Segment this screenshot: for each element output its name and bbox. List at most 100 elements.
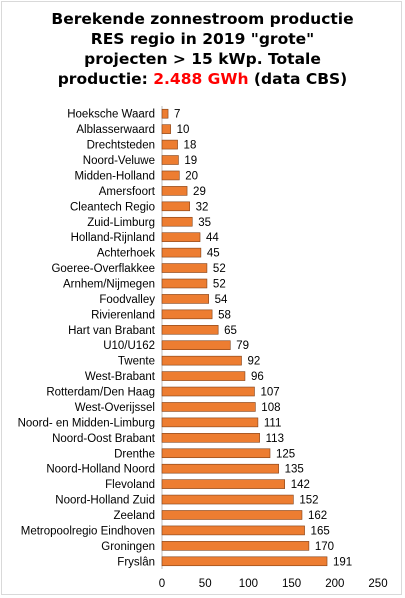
chart-title: Berekende zonnestroom productie RES regi… <box>0 9 405 89</box>
category-label: Groningen <box>101 541 155 553</box>
bar <box>161 433 260 443</box>
title-line-1: Berekende zonnestroom productie <box>51 10 354 28</box>
bar <box>161 556 328 567</box>
category-label: Metropoolregio Eindhoven <box>21 525 155 537</box>
category-label: Noord-Holland Noord <box>46 464 155 476</box>
bar <box>161 278 208 289</box>
category-label: Drenthe <box>114 448 155 460</box>
category-label: Drechtsteden <box>87 140 155 152</box>
category-label: Alblasserwaard <box>76 124 155 136</box>
category-label: Achterhoek <box>97 248 155 260</box>
data-label: 162 <box>308 510 327 522</box>
bar <box>161 463 279 474</box>
category-label: Rivierenland <box>91 309 155 321</box>
data-label: 35 <box>198 217 211 229</box>
category-label: Noord-Oost Brabant <box>52 433 156 445</box>
data-label: 125 <box>276 448 295 460</box>
category-label: Hoeksche Waard <box>67 109 155 121</box>
category-label: Zeeland <box>113 510 155 522</box>
data-label: 107 <box>260 387 279 399</box>
data-label: 20 <box>185 170 198 182</box>
data-label: 191 <box>333 556 352 568</box>
category-label: Twente <box>118 356 155 368</box>
bar <box>161 402 256 412</box>
category-label: Holland-Rijnland <box>71 232 155 244</box>
bar <box>161 479 285 489</box>
data-label: 111 <box>264 417 281 429</box>
data-label: 165 <box>311 525 330 537</box>
title-line-2: RES regio in 2019 "grote" <box>90 30 315 48</box>
bar <box>161 417 259 428</box>
category-label: Goeree-Overflakkee <box>51 263 155 275</box>
bar <box>161 263 208 273</box>
title-total-highlight: 2.488 GWh <box>153 70 249 88</box>
bar <box>161 448 271 459</box>
data-label: 152 <box>299 495 318 507</box>
x-tick-label: 50 <box>199 578 212 590</box>
category-label: Noord-Holland Zuid <box>55 495 155 507</box>
bar <box>161 108 169 119</box>
category-label: Hart van Brabant <box>68 325 156 337</box>
bar <box>161 325 219 335</box>
data-label: 54 <box>215 294 228 306</box>
data-label: 19 <box>184 155 197 167</box>
category-label: Noord-Veluwe <box>83 155 155 167</box>
bar <box>161 216 193 227</box>
data-label: 7 <box>174 109 180 121</box>
bar <box>161 355 242 366</box>
bar <box>161 386 255 397</box>
title-line-4-suffix: (data CBS) <box>248 70 348 88</box>
title-line-4-prefix: productie: <box>57 70 154 88</box>
bar <box>161 541 310 551</box>
data-label: 29 <box>193 186 206 198</box>
category-label: Fryslân <box>117 556 155 568</box>
data-label: 142 <box>291 479 310 491</box>
data-label: 52 <box>213 263 226 275</box>
x-tick-label: 0 <box>159 578 165 590</box>
category-label: Foodvalley <box>99 294 155 306</box>
data-label: 135 <box>285 464 304 476</box>
category-label: Flevoland <box>105 479 155 491</box>
data-label: 79 <box>236 340 249 352</box>
bar <box>161 232 201 242</box>
data-label: 18 <box>184 140 197 152</box>
data-label: 52 <box>213 278 226 290</box>
category-label: Arnhem/Nijmegen <box>63 278 155 290</box>
x-tick-label: 250 <box>368 578 387 590</box>
bar <box>161 201 190 212</box>
data-label: 96 <box>251 371 264 383</box>
category-label: Midden-Holland <box>74 170 155 182</box>
bar <box>161 170 180 181</box>
bar <box>161 124 171 134</box>
data-label: 92 <box>247 356 260 368</box>
category-label: West-Brabant <box>85 371 156 383</box>
bar <box>161 247 202 258</box>
category-label: U10/U162 <box>103 340 155 352</box>
bar <box>161 139 178 150</box>
bar <box>161 309 213 320</box>
bar <box>161 340 231 350</box>
data-label: 44 <box>206 232 219 244</box>
bar <box>161 525 305 536</box>
x-tick-label: 150 <box>282 578 301 590</box>
title-line-4: productie: 2.488 GWh (data CBS) <box>0 69 405 89</box>
category-label: West-Overijssel <box>75 402 155 414</box>
data-label: 32 <box>196 201 209 213</box>
data-label: 65 <box>224 325 237 337</box>
bar <box>161 510 303 520</box>
bar <box>161 186 188 196</box>
bar <box>161 155 179 165</box>
data-label: 10 <box>177 124 190 136</box>
category-label: Noord- en Midden-Limburg <box>18 417 155 429</box>
category-label: Amersfoort <box>99 186 156 198</box>
data-label: 108 <box>261 402 280 414</box>
x-tick-label: 200 <box>325 578 344 590</box>
bar <box>161 371 246 381</box>
category-label: Zuid-Limburg <box>87 217 155 229</box>
data-label: 170 <box>315 541 334 553</box>
x-tick-label: 100 <box>239 578 258 590</box>
bar <box>161 494 294 505</box>
data-label: 113 <box>266 433 284 445</box>
category-label: Rotterdam/Den Haag <box>46 387 155 399</box>
